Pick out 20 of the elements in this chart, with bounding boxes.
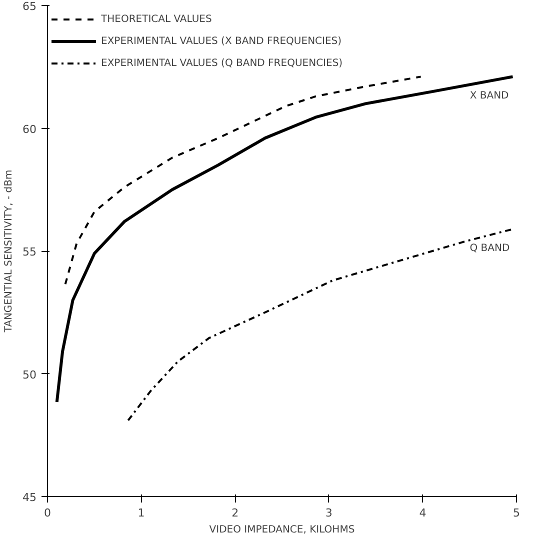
annotation: X BAND xyxy=(470,90,510,102)
x-tick-label: 0 xyxy=(44,506,51,520)
y-tick-label: 55 xyxy=(22,246,37,258)
x-tick-label: 4 xyxy=(419,506,426,520)
legend-label: EXPERIMENTAL VALUES (Q BAND FREQUENCIES) xyxy=(101,58,343,68)
x-tick-label: 5 xyxy=(513,506,520,520)
legend-label: EXPERIMENTAL VALUES (X BAND FREQUENCIES) xyxy=(101,36,342,46)
y-tick-label: 45 xyxy=(22,491,37,504)
legend-label: THEORETICAL VALUES xyxy=(101,14,212,24)
line-series xyxy=(55,75,514,404)
x-axis-title: VIDEO IMPEDANCE, KILOHMS xyxy=(209,524,355,536)
line-series xyxy=(64,76,422,286)
annotation: Q BAND xyxy=(470,242,510,254)
y-tick-label: 60 xyxy=(22,122,37,136)
x-tick-label: 1 xyxy=(138,506,145,520)
x-tick-label: 2 xyxy=(232,506,239,520)
y-tick-label: 65 xyxy=(22,0,37,13)
y-tick-label: 50 xyxy=(22,368,37,382)
x-tick-label: 3 xyxy=(325,506,332,520)
y-axis-title: TANGENTIAL SENSITIVITY, - dBm xyxy=(4,170,15,334)
